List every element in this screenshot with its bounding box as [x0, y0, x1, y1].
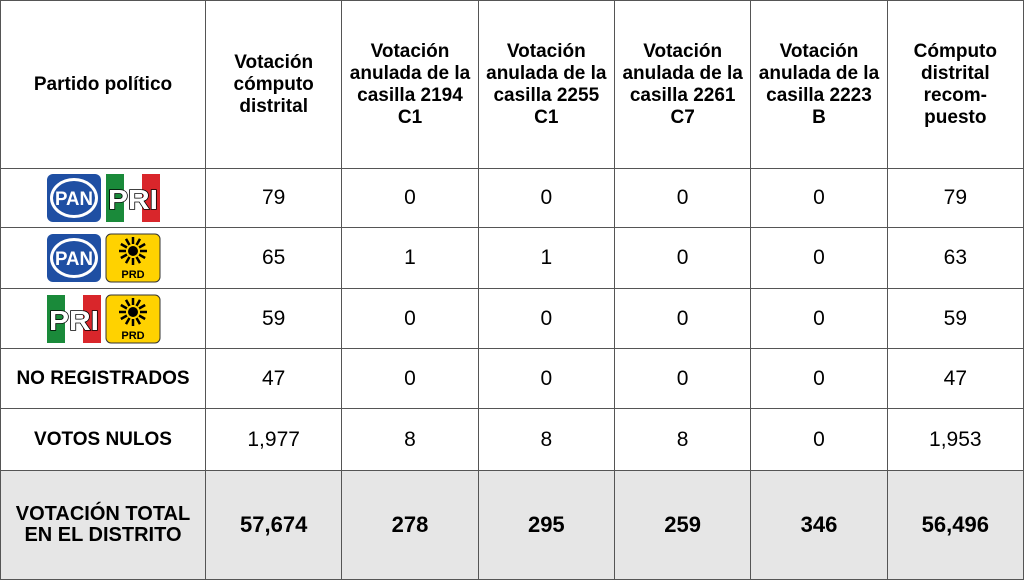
- value-cell: 1: [341, 227, 479, 289]
- logo-text: PRD: [121, 269, 144, 281]
- logo-red: [141, 174, 160, 222]
- value-cell: 47: [204, 348, 343, 409]
- value-cell: 0: [750, 348, 888, 409]
- table-body: PAN PRI 79 0 0 0 0 79 PAN PRD 65 1 1 0 0 63 PRI PRD 59 0 0 0 0…: [0, 168, 1024, 580]
- logo-ray: [134, 316, 141, 325]
- table-row: VOTOS NULOS 1,977 8 8 8 0 1,953: [0, 408, 1024, 471]
- value-cell: 56,496: [886, 470, 1024, 580]
- logo-ray: [124, 316, 131, 325]
- value-cell: 0: [341, 348, 479, 409]
- party-logo: PRD: [105, 294, 160, 343]
- value-cell: 0: [750, 227, 888, 289]
- value-cell: 65: [204, 227, 343, 289]
- table-row: VOTACIÓN TOTAL EN EL DISTRITO 57,674 278 29…: [0, 470, 1024, 580]
- column-header: Votación anulada de la casilla 2223 B: [750, 0, 888, 169]
- value-cell: 8: [477, 408, 615, 471]
- column-header: Cómputo distrital recom-puesto: [886, 0, 1024, 169]
- logo-ray: [119, 242, 128, 249]
- logo-ray: [119, 303, 128, 310]
- column-header: Partido político: [0, 0, 206, 169]
- value-cell: 57,674: [204, 470, 343, 580]
- value-cell: 0: [477, 288, 615, 349]
- logo-ray: [137, 253, 146, 260]
- value-cell: 259: [613, 470, 752, 580]
- column-header: Votación cómputo distrital: [204, 0, 343, 169]
- value-cell: 0: [750, 288, 888, 349]
- value-cell: 0: [750, 168, 888, 228]
- logo-ray: [134, 298, 141, 307]
- value-cell: 0: [613, 227, 752, 289]
- column-header: Votación anulada de la casilla 2261 C7: [613, 0, 752, 169]
- value-cell: 0: [341, 168, 479, 228]
- value-cell: 0: [613, 168, 752, 228]
- logo-ray: [134, 238, 141, 246]
- value-cell: 1,977: [204, 408, 343, 471]
- logo-inner: [52, 181, 95, 215]
- party-logo: PAN: [46, 174, 101, 222]
- table-row: NO REGISTRADOS 47 0 0 0 0 47: [0, 348, 1024, 409]
- logo-text: PRD: [121, 330, 144, 342]
- party-logo: PAN: [46, 234, 101, 282]
- value-cell: 8: [341, 408, 479, 471]
- value-cell: 295: [477, 470, 615, 580]
- logo-ray: [124, 298, 131, 307]
- value-cell: 0: [613, 288, 752, 349]
- value-cell: 0: [477, 168, 615, 228]
- party-cell: PAN PRI: [0, 168, 206, 228]
- logo-text: PRI: [108, 184, 158, 215]
- logo-sun: [127, 306, 138, 317]
- party-logos: PRI PRD: [46, 294, 161, 344]
- party-logo: PRI: [105, 174, 160, 222]
- column-header: Votación anulada de la casilla 2255 C1: [477, 0, 615, 169]
- party-logo: PRI: [46, 294, 101, 343]
- party-cell: VOTOS NULOS: [0, 408, 206, 471]
- column-header: Votación anulada de la casilla 2194 C1: [341, 0, 479, 169]
- value-cell: 59: [204, 288, 343, 349]
- logo-inner: [52, 241, 95, 275]
- logo-red: [82, 294, 101, 343]
- value-cell: 0: [613, 348, 752, 409]
- logo-ray: [119, 253, 128, 260]
- party-logos: PAN PRI: [46, 173, 161, 223]
- value-cell: 0: [477, 348, 615, 409]
- logo-ray: [137, 242, 146, 249]
- logo-ray: [124, 238, 131, 246]
- party-logos: PAN PRD: [46, 233, 161, 283]
- party-cell: VOTACIÓN TOTAL EN EL DISTRITO: [0, 470, 206, 580]
- value-cell: 59: [886, 288, 1024, 349]
- logo-green: [105, 174, 124, 222]
- party-cell: NO REGISTRADOS: [0, 348, 206, 409]
- logo-green: [46, 294, 65, 343]
- value-cell: 0: [750, 408, 888, 471]
- value-cell: 1,953: [886, 408, 1024, 471]
- value-cell: 79: [886, 168, 1024, 228]
- party-logo: PRD: [105, 233, 160, 283]
- logo-text: PAN: [55, 189, 93, 210]
- logo-white: [123, 174, 142, 222]
- logo-ray: [137, 303, 146, 310]
- logo-ray: [124, 256, 131, 264]
- logo-ray: [137, 313, 146, 320]
- value-cell: 47: [886, 348, 1024, 409]
- party-cell: PRI PRD: [0, 288, 206, 349]
- value-cell: 346: [750, 470, 888, 580]
- value-cell: 278: [341, 470, 479, 580]
- logo-ray: [119, 313, 128, 320]
- table-row: PAN PRD 65 1 1 0 0 63: [0, 227, 1024, 289]
- value-cell: 79: [204, 168, 343, 228]
- value-cell: 63: [886, 227, 1024, 289]
- value-cell: 8: [613, 408, 752, 471]
- table-row: PAN PRI 79 0 0 0 0 79: [0, 168, 1024, 228]
- value-cell: 1: [477, 227, 615, 289]
- logo-text: PRI: [49, 305, 99, 336]
- value-cell: 0: [341, 288, 479, 349]
- party-cell: PAN PRD: [0, 227, 206, 289]
- header-row: Partido político Votación cómputo distrit…: [0, 0, 1024, 169]
- logo-ray: [134, 256, 141, 264]
- logo-text: PAN: [55, 249, 93, 270]
- logo-sun: [127, 246, 138, 256]
- table-row: PRI PRD 59 0 0 0 0 59: [0, 288, 1024, 349]
- logo-white: [64, 294, 83, 343]
